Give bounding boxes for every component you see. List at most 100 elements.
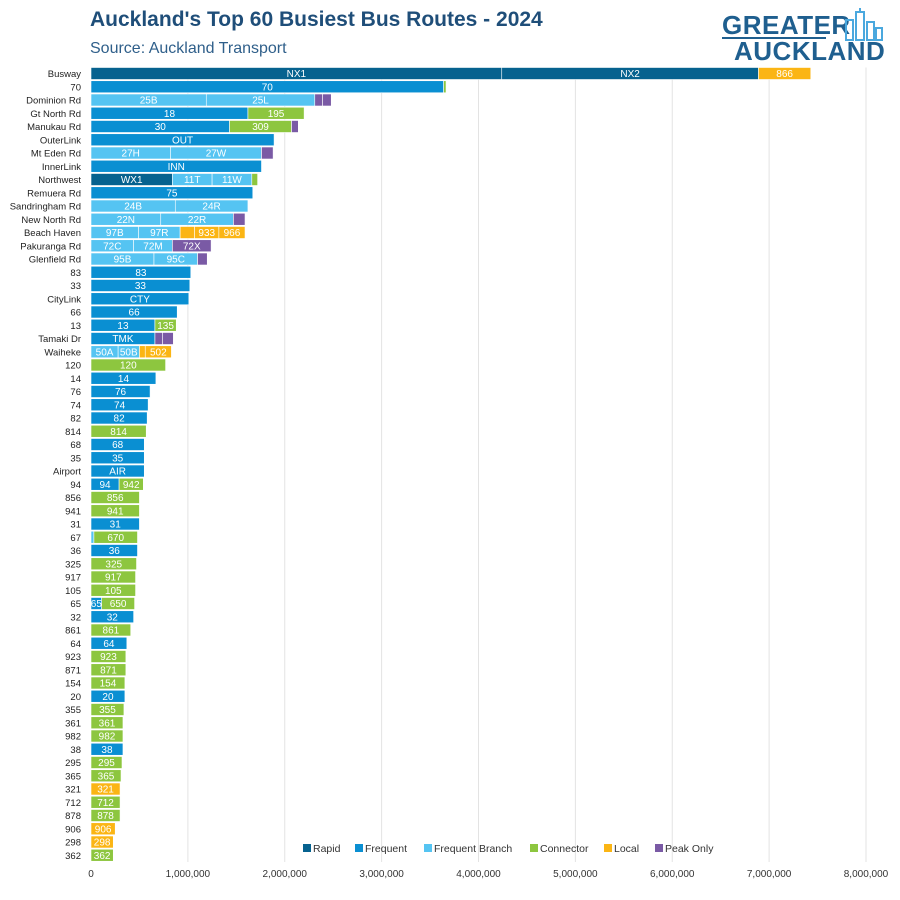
data-label: 36 [109,546,121,557]
data-label: 24B [124,202,142,213]
x-tick-label: 6,000,000 [650,869,695,880]
bar-segment [197,252,208,266]
category-label: Northwest [38,175,81,186]
data-label: 309 [252,122,269,133]
logo-line-1: GREATER [722,10,851,40]
category-label: 362 [65,851,81,862]
bar-segment [90,398,149,412]
category-label: 941 [65,506,81,517]
data-label: 18 [164,109,176,120]
category-label: 105 [65,586,81,597]
category-label: 361 [65,718,81,729]
category-label: 31 [70,520,81,531]
category-label: 295 [65,758,81,769]
data-label: 95B [114,255,132,266]
data-label: 50A [96,347,114,358]
data-label: 27W [206,149,227,160]
category-label: 14 [70,374,81,385]
category-label: 856 [65,493,81,504]
bar-segment [322,93,332,107]
x-tick-label: 5,000,000 [553,869,598,880]
data-label: 25L [252,96,269,107]
data-label: 38 [101,745,113,756]
data-label: 878 [97,811,114,822]
category-label: 83 [70,268,81,279]
data-label: 135 [157,321,174,332]
category-label: Busway [48,69,82,80]
bar-segment [93,530,138,544]
data-label: 861 [103,626,120,637]
legend-label: Peak Only [665,843,714,855]
category-label: 878 [65,811,81,822]
data-label: 76 [115,387,127,398]
category-label: 982 [65,732,81,743]
data-label: 66 [129,308,141,319]
data-label: 11T [184,175,201,186]
category-label: 64 [70,639,81,650]
bar-segment [90,636,128,650]
category-label: 712 [65,798,81,809]
x-tick-label: 8,000,000 [844,869,889,880]
category-label: Tamaki Dr [38,334,81,345]
bar-segment [90,265,192,279]
data-label: 295 [98,758,115,769]
bar-segment [90,451,145,465]
data-label: 13 [117,321,129,332]
category-label: Mt Eden Rd [31,149,81,160]
bar-segment [90,557,137,571]
category-label: 33 [70,281,81,292]
bar-segment [101,597,135,610]
bar-segment [90,424,147,438]
bar-segment [90,438,145,451]
legend-swatch [655,844,663,852]
bar-segment [90,570,136,584]
bar-segment [90,769,122,783]
data-label: 22N [117,215,135,226]
data-label: 94 [99,480,111,491]
bar-segment [90,371,157,385]
bar-segment [218,226,246,239]
legend: Rapid Frequent Frequent Branch Connector Loc… [303,843,714,855]
category-label: 120 [65,361,81,372]
data-label: 22R [188,215,206,226]
bar-segment [251,173,258,186]
bar-segment [90,504,140,518]
bar-segment [247,106,305,120]
data-label: 871 [100,665,117,676]
data-label: 361 [99,718,116,729]
data-label: AIR [109,467,126,478]
category-labels: Busway 70 Dominion Rd Gt North Rd Manukau Rd… [10,69,82,862]
bar-segment [314,93,323,107]
bar-segment [90,729,124,743]
bar-segment [90,756,123,769]
bars: NX1 NX2 866 70 25B 25L 18 195 30 309 OUT 27H 27W INN W… [90,67,812,862]
data-label: 712 [97,798,114,809]
category-label: 917 [65,573,81,584]
category-label: 13 [70,321,81,332]
data-label: 14 [118,374,130,385]
data-label: 105 [105,586,122,597]
data-label: 362 [94,851,111,862]
bar-segment [90,822,116,836]
bar-segment [144,345,172,359]
bar-segment [90,689,126,703]
data-label: 11W [222,175,242,186]
data-label: 154 [100,679,117,690]
category-label: Airport [53,467,81,478]
category-label: 35 [70,453,81,464]
x-tick-label: 2,000,000 [263,869,308,880]
bar-segment [90,663,127,677]
x-tick-label: 7,000,000 [747,869,792,880]
data-label: 923 [100,652,117,663]
category-label: 68 [70,440,81,451]
x-axis: 0 1,000,000 2,000,000 3,000,000 4,000,000 5,0… [88,869,888,880]
x-tick-label: 1,000,000 [166,869,211,880]
bar-segment [90,742,124,756]
legend-swatch [604,844,612,852]
data-label: 856 [107,493,124,504]
bar-segment [90,583,136,597]
logo-line-2: AUCKLAND [734,36,886,66]
bar-segment [90,305,178,319]
data-label: CTY [130,294,150,305]
category-label: 66 [70,308,81,319]
